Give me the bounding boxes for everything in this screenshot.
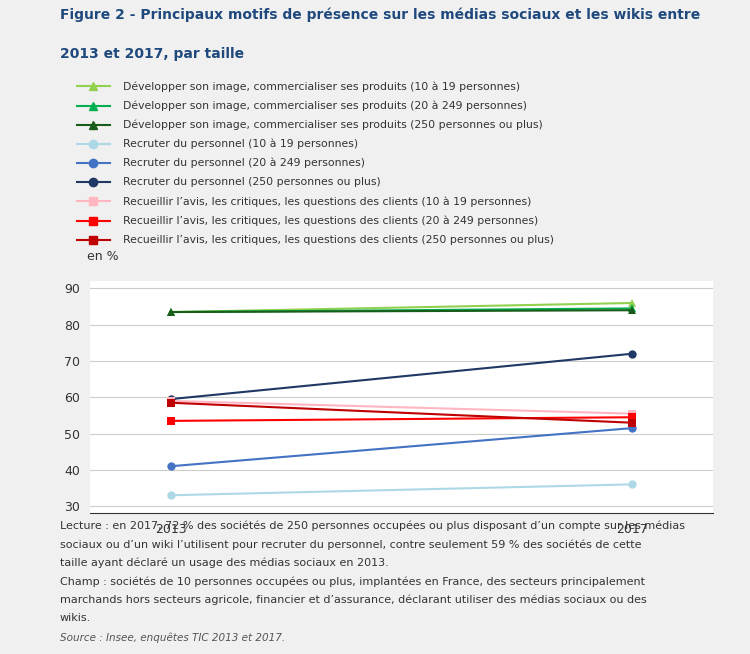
- Text: Développer son image, commercialiser ses produits (250 personnes ou plus): Développer son image, commercialiser ses…: [123, 120, 542, 130]
- Text: en %: en %: [87, 250, 118, 263]
- Text: marchands hors secteurs agricole, financier et d’assurance, déclarant utiliser d: marchands hors secteurs agricole, financ…: [60, 595, 646, 606]
- Text: Lecture : en 2017, 72 % des sociétés de 250 personnes occupées ou plus disposant: Lecture : en 2017, 72 % des sociétés de …: [60, 521, 685, 531]
- Text: Développer son image, commercialiser ses produits (20 à 249 personnes): Développer son image, commercialiser ses…: [123, 100, 526, 111]
- Text: Recueillir l’avis, les critiques, les questions des clients (10 à 19 personnes): Recueillir l’avis, les critiques, les qu…: [123, 196, 531, 207]
- Text: Figure 2 - Principaux motifs de présence sur les médias sociaux et les wikis ent: Figure 2 - Principaux motifs de présence…: [60, 8, 701, 22]
- Text: Développer son image, commercialiser ses produits (10 à 19 personnes): Développer son image, commercialiser ses…: [123, 81, 520, 92]
- Text: Recruter du personnel (250 personnes ou plus): Recruter du personnel (250 personnes ou …: [123, 177, 380, 187]
- Text: Recruter du personnel (10 à 19 personnes): Recruter du personnel (10 à 19 personnes…: [123, 139, 358, 149]
- Text: Source : Insee, enquêtes TIC 2013 et 2017.: Source : Insee, enquêtes TIC 2013 et 201…: [60, 632, 285, 642]
- Text: Recueillir l’avis, les critiques, les questions des clients (250 personnes ou pl: Recueillir l’avis, les critiques, les qu…: [123, 235, 554, 245]
- Text: taille ayant déclaré un usage des médias sociaux en 2013.: taille ayant déclaré un usage des médias…: [60, 558, 388, 568]
- Text: Recueillir l’avis, les critiques, les questions des clients (20 à 249 personnes): Recueillir l’avis, les critiques, les qu…: [123, 215, 538, 226]
- Text: Recruter du personnel (20 à 249 personnes): Recruter du personnel (20 à 249 personne…: [123, 158, 364, 168]
- Text: Champ : sociétés de 10 personnes occupées ou plus, implantées en France, des sec: Champ : sociétés de 10 personnes occupée…: [60, 576, 645, 587]
- Text: 2013 et 2017, par taille: 2013 et 2017, par taille: [60, 47, 244, 61]
- Text: wikis.: wikis.: [60, 613, 92, 623]
- Text: sociaux ou d’un wiki l’utilisent pour recruter du personnel, contre seulement 59: sociaux ou d’un wiki l’utilisent pour re…: [60, 540, 641, 550]
